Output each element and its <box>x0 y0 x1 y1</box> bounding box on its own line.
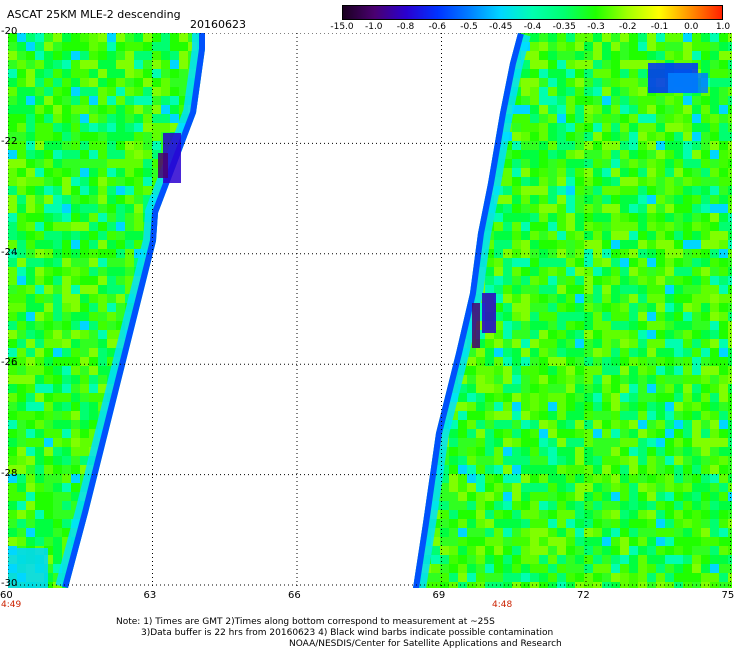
color-scale-label: -0.3 <box>587 22 605 32</box>
chart-title: ASCAT 25KM MLE-2 descending <box>7 8 181 21</box>
color-scale-label: -0.45 <box>489 22 513 32</box>
color-scale-label: -0.5 <box>460 22 478 32</box>
chart-date: 20160623 <box>190 18 246 31</box>
longitude-tick: 63 <box>143 590 157 601</box>
color-scale-label: -0.35 <box>552 22 576 32</box>
longitude-tick: 60 <box>0 590 13 601</box>
color-scale-label: -0.6 <box>428 22 447 32</box>
color-scale-label: 1.0 <box>715 22 731 32</box>
note-line-2: 3)Data buffer is 22 hrs from 20160623 4)… <box>141 628 554 638</box>
longitude-tick: 72 <box>577 590 590 601</box>
latitude-tick: -26 <box>1 357 18 369</box>
color-scale-label: 0.0 <box>684 22 699 32</box>
color-scale-label: -0.2 <box>618 22 637 32</box>
color-scale-label: -15.0 <box>330 22 354 32</box>
swath-time-west: 4:49 <box>1 600 22 610</box>
color-scale-label: -0.4 <box>523 22 542 32</box>
latitude-tick: -20 <box>1 26 18 37</box>
latitude-tick: -30 <box>1 578 18 589</box>
note-line-1: Note: 1) Times are GMT 2)Times along bot… <box>116 617 495 627</box>
swath-time-east: 4:48 <box>492 600 513 610</box>
latitude-tick: -24 <box>1 246 18 258</box>
longitude-tick: 69 <box>432 590 446 601</box>
latitude-tick: -22 <box>1 136 18 148</box>
color-scale-label: -0.1 <box>650 22 669 32</box>
color-scale-bar <box>342 5 723 20</box>
longitude-tick: 66 <box>288 590 301 601</box>
wind-map <box>8 33 732 588</box>
color-scale-label: -0.8 <box>396 22 415 32</box>
color-scale-label: -1.0 <box>364 22 383 32</box>
note-line-3: NOAA/NESDIS/Center for Satellite Applica… <box>289 639 562 649</box>
latitude-tick: -28 <box>1 467 18 479</box>
longitude-tick: 75 <box>721 590 735 601</box>
